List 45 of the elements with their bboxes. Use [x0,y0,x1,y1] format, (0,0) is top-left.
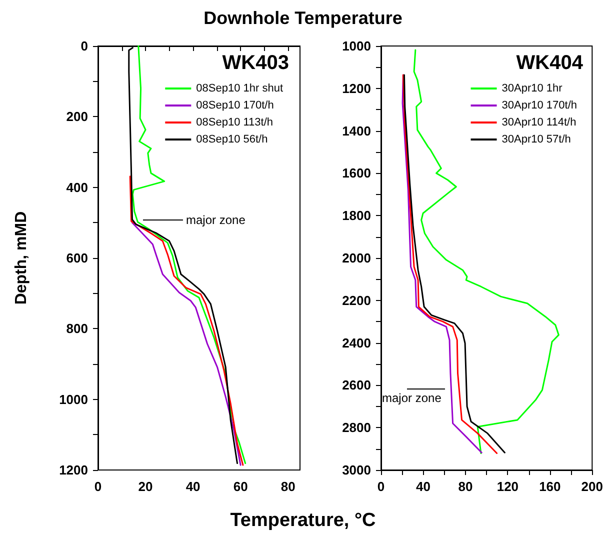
y-tick-label: 200 [66,109,88,124]
y-tick-label: 1200 [59,462,88,478]
legend-label: 30Apr10 114t/h [502,116,576,128]
line-series [129,176,244,466]
x-tick-label: 0 [94,479,102,494]
legend-label: 08Sep10 56t/h [196,134,268,146]
y-tick-label: 1400 [342,123,371,138]
y-tick-label: 0 [80,38,88,54]
x-tick-label: 20 [138,479,153,494]
annotation: major zone [186,213,246,227]
y-tick-label: 1800 [342,208,371,224]
y-tick-label: 800 [66,321,88,336]
legend-label: 08Sep10 113t/h [196,116,274,128]
x-tick-label: 80 [458,479,473,494]
y-tick-label: 2200 [342,292,371,308]
legend-label: 30Apr10 57t/h [502,134,571,146]
y-axis-title: Depth, mMD [13,211,31,305]
legend-label: 08Sep10 1hr shut [196,82,284,94]
x-tick-label: 120 [496,479,519,494]
y-tick-label: 2600 [342,378,371,393]
y-tick-label: 2000 [342,250,371,266]
x-tick-label: 40 [186,479,200,494]
x-tick-label: 40 [416,479,430,494]
x-tick-label: 200 [581,479,604,494]
legend-label: 30Apr10 1hr [502,82,563,94]
chart-title: WK404 [516,52,584,74]
x-axis-title: Temperature, °C [229,510,377,532]
chart-title: WK403 [222,52,290,74]
y-tick-label: 400 [66,180,88,195]
y-tick-label: 600 [66,250,88,266]
x-tick-label: 80 [280,479,296,494]
y-tick-label: 3000 [342,462,371,478]
text: Downhole Temperature [202,8,404,29]
y-tick-label: 1000 [342,38,371,54]
x-tick-label: 0 [377,479,385,494]
x-tick-label: 160 [539,479,561,494]
legend-label: 08Sep10 170t/h [196,100,274,112]
x-tick-label: 60 [233,479,248,494]
legend-label: 30Apr10 170t/h [502,100,578,112]
y-tick-label: 2400 [342,335,371,350]
y-tick-label: 1200 [342,80,371,96]
annotation: major zone [382,391,442,405]
y-tick-label: 2800 [342,420,371,436]
y-tick-label: 1000 [59,392,88,407]
y-tick-label: 1600 [342,166,371,181]
